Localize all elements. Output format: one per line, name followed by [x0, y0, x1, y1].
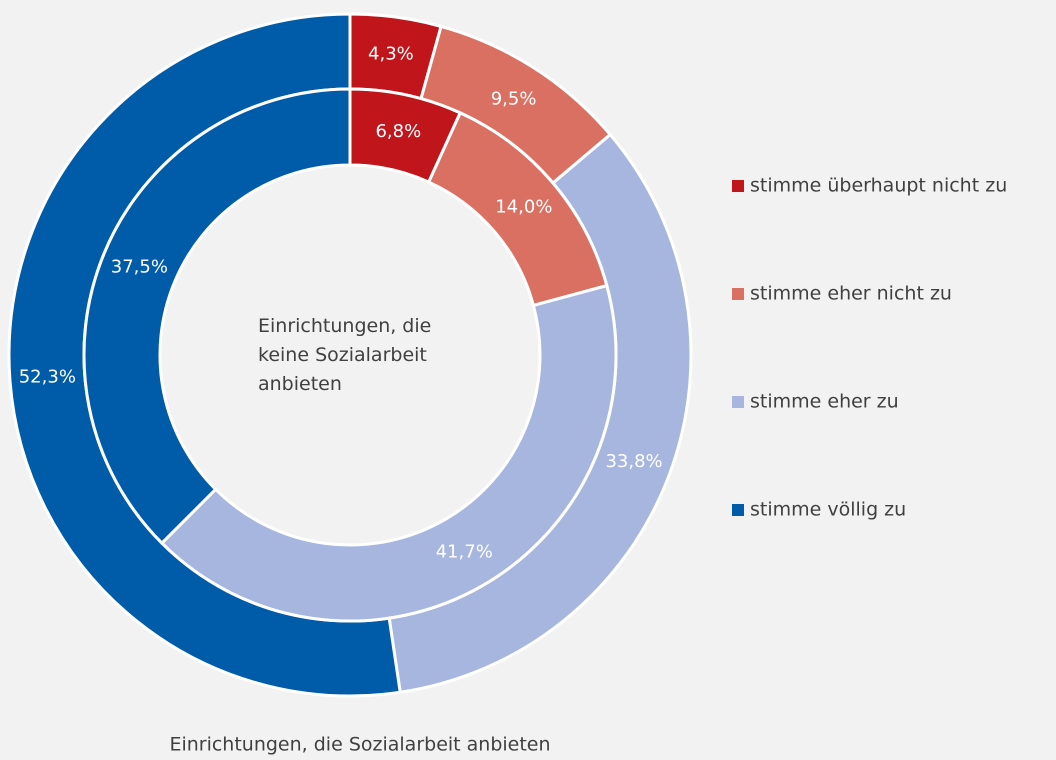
- data-label: 4,3%: [368, 43, 414, 64]
- ring-segment: [82, 87, 352, 546]
- data-label: 9,5%: [491, 88, 537, 109]
- data-label: 14,0%: [495, 196, 552, 217]
- data-label: 41,7%: [436, 541, 493, 562]
- legend-label: stimme eher zu: [750, 391, 899, 413]
- inner-ring-caption: Einrichtungen, die keine Sozialarbeit an…: [258, 315, 432, 395]
- legend-label: stimme überhaupt nicht zu: [750, 175, 1007, 197]
- legend-label: stimme eher nicht zu: [750, 283, 952, 305]
- data-label: 52,3%: [19, 366, 76, 387]
- ring-segment: [159, 283, 618, 623]
- legend-swatch: [732, 504, 744, 516]
- legend-swatch: [732, 180, 744, 192]
- legend-label: stimme völlig zu: [750, 499, 906, 521]
- legend-swatch: [732, 288, 744, 300]
- data-label: 37,5%: [111, 257, 168, 278]
- legend-swatch: [732, 396, 744, 408]
- data-label: 33,8%: [605, 451, 662, 472]
- data-label: 6,8%: [375, 121, 421, 142]
- outer-ring-caption: Einrichtungen, die Sozialarbeit anbieten: [169, 734, 550, 756]
